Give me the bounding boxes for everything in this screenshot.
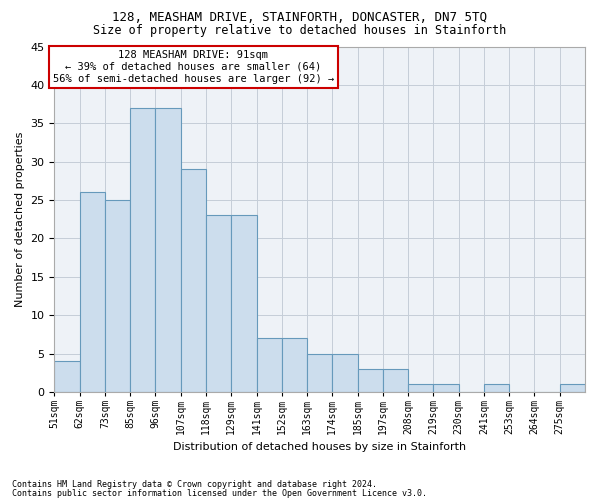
- Bar: [130, 108, 155, 392]
- Y-axis label: Number of detached properties: Number of detached properties: [15, 132, 25, 307]
- Text: 128, MEASHAM DRIVE, STAINFORTH, DONCASTER, DN7 5TQ: 128, MEASHAM DRIVE, STAINFORTH, DONCASTE…: [113, 11, 487, 24]
- Text: Contains HM Land Registry data © Crown copyright and database right 2024.: Contains HM Land Registry data © Crown c…: [12, 480, 377, 489]
- Text: Contains public sector information licensed under the Open Government Licence v3: Contains public sector information licen…: [12, 489, 427, 498]
- Bar: [181, 170, 206, 392]
- Text: 128 MEASHAM DRIVE: 91sqm
← 39% of detached houses are smaller (64)
56% of semi-d: 128 MEASHAM DRIVE: 91sqm ← 39% of detach…: [53, 50, 334, 84]
- Bar: [105, 200, 130, 392]
- Bar: [206, 216, 231, 392]
- Bar: [231, 216, 257, 392]
- X-axis label: Distribution of detached houses by size in Stainforth: Distribution of detached houses by size …: [173, 442, 466, 452]
- Bar: [484, 384, 509, 392]
- Bar: [433, 384, 458, 392]
- Bar: [358, 369, 383, 392]
- Bar: [257, 338, 282, 392]
- Bar: [282, 338, 307, 392]
- Bar: [155, 108, 181, 392]
- Bar: [307, 354, 332, 392]
- Bar: [332, 354, 358, 392]
- Bar: [80, 192, 105, 392]
- Text: Size of property relative to detached houses in Stainforth: Size of property relative to detached ho…: [94, 24, 506, 37]
- Bar: [383, 369, 408, 392]
- Bar: [55, 362, 80, 392]
- Bar: [408, 384, 433, 392]
- Bar: [560, 384, 585, 392]
